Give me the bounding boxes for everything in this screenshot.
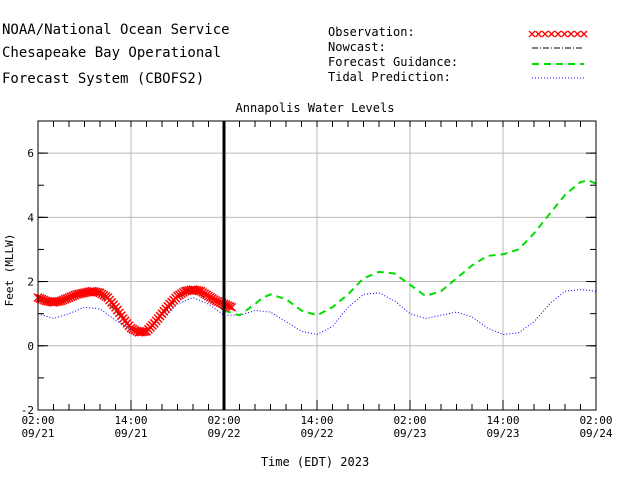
x-tick-date-label: 09/21 xyxy=(21,427,54,440)
x-tick-time-label: 02:00 xyxy=(579,414,612,427)
legend-observation-label: Observation: xyxy=(328,25,415,39)
y-tick-label: 4 xyxy=(27,211,34,224)
y-tick-label: 6 xyxy=(27,147,34,160)
observation-point xyxy=(91,287,101,297)
legend-observation-marker xyxy=(541,30,549,38)
legend-observation-marker xyxy=(567,30,575,38)
legend-observation-marker xyxy=(548,30,555,38)
observation-point xyxy=(138,327,148,337)
x-tick-date-label: 09/23 xyxy=(393,427,426,440)
chart-title: Annapolis Water Levels xyxy=(236,101,395,115)
legend-observation-marker xyxy=(528,30,536,38)
legend-observation-marker xyxy=(554,30,562,38)
system-title: Chesapeake Bay Operational xyxy=(2,45,222,61)
observation-series xyxy=(33,285,237,337)
y-tick-label: 2 xyxy=(27,276,34,289)
y-tick-label: 0 xyxy=(27,340,34,353)
agency-title: NOAA/National Ocean Service xyxy=(2,22,230,38)
observation-point xyxy=(60,294,70,304)
x-tick-date-label: 09/22 xyxy=(207,427,240,440)
x-tick-time-label: 14:00 xyxy=(486,414,519,427)
legend-observation-marker xyxy=(580,30,588,38)
legend-forecast-label: Forecast Guidance: xyxy=(328,55,459,69)
x-tick-date-label: 09/22 xyxy=(300,427,333,440)
grid-lines xyxy=(37,121,597,411)
y-tick-label: -2 xyxy=(21,404,34,417)
x-tick-time-label: 02:00 xyxy=(207,414,240,427)
legend-observation-marker xyxy=(574,30,581,38)
x-tick-time-label: 02:00 xyxy=(21,414,54,427)
x-tick-date-label: 09/21 xyxy=(114,427,147,440)
legend-tidal-label: Tidal Prediction: xyxy=(328,70,451,84)
observation-point xyxy=(192,285,202,295)
legend-nowcast-label: Nowcast: xyxy=(328,40,386,54)
legend-observation-marker xyxy=(535,30,542,38)
legend-swatches xyxy=(528,30,588,79)
observation-point xyxy=(116,311,126,321)
y-axis-label: Feet (MLLW) xyxy=(3,234,16,307)
system-subtitle: Forecast System (CBOFS2) xyxy=(2,71,205,87)
axis-ticks: -2024602:0009/2114:0009/2102:0009/2214:0… xyxy=(21,120,613,440)
x-tick-time-label: 14:00 xyxy=(300,414,333,427)
observation-point xyxy=(109,300,119,310)
observation-point xyxy=(37,294,47,304)
observation-point xyxy=(68,291,78,301)
observation-point xyxy=(225,301,235,311)
x-tick-date-label: 09/24 xyxy=(579,427,612,440)
forecast-guidance-line xyxy=(223,179,597,317)
legend-observation-marker xyxy=(561,30,568,38)
x-tick-time-label: 02:00 xyxy=(393,414,426,427)
x-axis-label: Time (EDT) 2023 xyxy=(261,455,369,469)
observation-point xyxy=(52,297,62,307)
series-layer xyxy=(33,179,597,337)
x-tick-time-label: 14:00 xyxy=(114,414,147,427)
x-tick-date-label: 09/23 xyxy=(486,427,519,440)
